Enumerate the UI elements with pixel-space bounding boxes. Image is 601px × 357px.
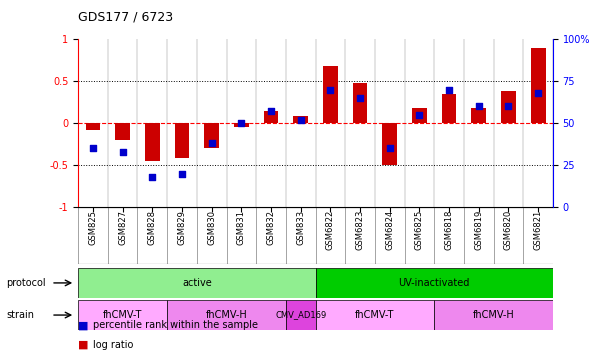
Bar [115,123,130,140]
Text: GSM6823: GSM6823 [356,210,365,250]
Bar [471,108,486,123]
Bar [501,91,516,123]
Bar [412,108,427,123]
FancyBboxPatch shape [78,300,167,330]
FancyBboxPatch shape [316,268,553,298]
Bar [204,123,219,149]
Text: GDS177 / 6723: GDS177 / 6723 [78,11,173,24]
Text: GSM6824: GSM6824 [385,210,394,250]
Text: fhCMV-H: fhCMV-H [473,310,514,320]
Point [237,120,246,126]
Point [326,87,335,92]
Bar [264,111,278,123]
Text: GSM833: GSM833 [296,210,305,245]
Text: ■: ■ [78,340,88,350]
FancyBboxPatch shape [316,300,435,330]
Text: percentile rank within the sample: percentile rank within the sample [93,320,258,330]
Point [474,104,484,109]
Point [207,140,216,146]
Point [147,174,157,180]
Text: GSM6818: GSM6818 [445,210,454,250]
Point [88,146,98,151]
Point [444,87,454,92]
Point [385,146,394,151]
Point [533,90,543,96]
Text: fhCMV-T: fhCMV-T [355,310,395,320]
FancyBboxPatch shape [78,268,316,298]
Bar [323,66,338,123]
Text: strain: strain [6,310,34,320]
Text: active: active [182,278,212,288]
Text: CMV_AD169: CMV_AD169 [275,311,326,320]
Bar [234,123,249,127]
Text: GSM6821: GSM6821 [534,210,543,250]
Bar [382,123,397,165]
Text: GSM828: GSM828 [148,210,157,245]
FancyBboxPatch shape [167,300,286,330]
Text: protocol: protocol [6,278,46,288]
Bar [145,123,160,161]
Text: fhCMV-T: fhCMV-T [103,310,142,320]
Text: GSM825: GSM825 [88,210,97,245]
Text: log ratio: log ratio [93,340,133,350]
Point [118,149,127,155]
Text: GSM832: GSM832 [266,210,275,245]
Text: fhCMV-H: fhCMV-H [206,310,248,320]
Point [415,112,424,118]
Text: ■: ■ [78,320,88,330]
Text: GSM6819: GSM6819 [474,210,483,250]
Point [266,109,276,114]
Point [504,104,513,109]
Text: GSM827: GSM827 [118,210,127,245]
Text: UV-inactivated: UV-inactivated [398,278,470,288]
Text: GSM6820: GSM6820 [504,210,513,250]
FancyBboxPatch shape [286,300,316,330]
Point [177,171,187,176]
Bar [531,48,546,123]
Bar [85,123,100,130]
Text: GSM830: GSM830 [207,210,216,245]
Point [355,95,365,101]
Text: GSM6825: GSM6825 [415,210,424,250]
Bar [174,123,189,159]
Text: GSM829: GSM829 [177,210,186,245]
Text: GSM831: GSM831 [237,210,246,245]
Bar [442,94,457,123]
Text: GSM6822: GSM6822 [326,210,335,250]
Bar [353,83,367,123]
FancyBboxPatch shape [435,300,553,330]
Bar [293,116,308,123]
Point [296,117,305,123]
